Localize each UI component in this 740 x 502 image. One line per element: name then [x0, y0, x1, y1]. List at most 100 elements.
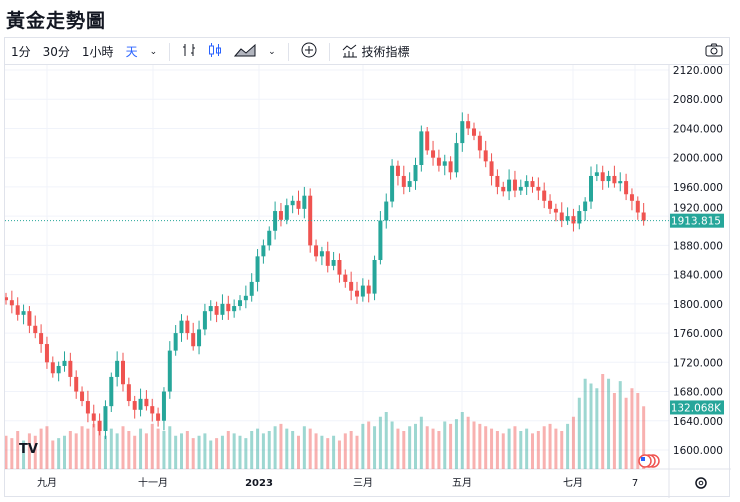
interval-30m[interactable]: 30分 — [42, 45, 70, 59]
volume-bar — [507, 428, 511, 469]
candle — [325, 251, 330, 266]
candle — [243, 295, 248, 301]
chart-type-chevron-down-icon[interactable]: ⌄ — [268, 46, 276, 57]
volume-bar — [577, 397, 581, 469]
gear-icon-center — [698, 480, 704, 486]
volume-bar — [232, 433, 236, 469]
volume-bar — [74, 433, 78, 469]
us-flag-canton — [641, 457, 645, 461]
volume-bar — [220, 435, 224, 469]
volume-bar — [273, 426, 277, 469]
volume-bar — [361, 423, 365, 469]
candle — [56, 365, 61, 374]
price-chart[interactable]: 2120.000 2080.000 2040.000 2000.000 1960.000… — [4, 65, 731, 498]
volume-bar — [215, 438, 219, 469]
candle — [331, 260, 336, 266]
volume-bar — [68, 431, 72, 469]
volume-bar — [267, 431, 271, 469]
volume-bar — [414, 423, 417, 469]
price-tick-label: 1640.000 — [673, 416, 723, 428]
volume-bar — [373, 426, 377, 469]
volume-bar — [156, 428, 160, 469]
gear-icon[interactable] — [695, 477, 707, 489]
volume-bar — [45, 426, 49, 469]
candlestick-icon[interactable] — [202, 42, 228, 61]
volume-bar — [460, 412, 464, 469]
chart-area[interactable]: 2120.000 2080.000 2040.000 2000.000 1960.000… — [4, 64, 731, 498]
candle — [173, 333, 178, 351]
volume-bar — [314, 433, 318, 469]
candle — [530, 181, 535, 187]
volume-bar — [630, 388, 634, 469]
candle — [343, 274, 348, 282]
volume-bar — [139, 428, 143, 469]
candle — [238, 300, 242, 307]
bar-chart-icon[interactable] — [176, 42, 202, 61]
indicators-button[interactable]: 技術指標 — [336, 43, 416, 60]
candle — [454, 143, 459, 173]
candle — [44, 344, 49, 363]
candle — [466, 121, 471, 129]
volume-bar — [449, 423, 453, 469]
volume-bar — [589, 383, 593, 469]
volume-bar — [63, 435, 66, 469]
candle — [4, 297, 8, 301]
price-tick-label: 1720.000 — [673, 357, 723, 369]
volume-bar — [419, 416, 423, 469]
volume-bar — [484, 426, 488, 469]
candle — [618, 181, 623, 184]
interval-dropdown-chevron-down-icon[interactable]: ⌄ — [149, 46, 158, 57]
candle — [156, 413, 161, 421]
candle — [413, 165, 418, 182]
price-tick-label: 2080.000 — [673, 94, 723, 106]
volume-bar — [98, 431, 102, 469]
time-tick-label: 五月 — [452, 477, 472, 489]
volume-bar — [495, 431, 499, 469]
volume-bar — [115, 433, 119, 469]
candle — [594, 172, 599, 176]
volume-bar — [425, 426, 429, 469]
time-tick-label: 七月 — [563, 477, 583, 489]
candle — [103, 406, 108, 431]
volume-bar — [22, 440, 26, 469]
candle — [97, 420, 102, 431]
indicators-icon — [342, 44, 357, 58]
candle — [80, 391, 85, 402]
candle — [553, 208, 558, 213]
candle — [589, 175, 593, 202]
volume-bar — [10, 438, 14, 469]
indicators-label: 技術指標 — [361, 45, 410, 59]
candle — [226, 303, 231, 312]
volume-bar — [624, 397, 628, 469]
area-chart-icon[interactable] — [228, 43, 262, 60]
time-tick-label: 十一月 — [138, 476, 168, 489]
interval-1h[interactable]: 1小時 — [81, 45, 114, 59]
candle — [384, 201, 389, 221]
plus-circle-icon[interactable] — [295, 42, 323, 61]
volume-bar — [454, 419, 458, 469]
volume-bar — [16, 431, 20, 469]
volume-bar — [402, 431, 406, 469]
camera-icon[interactable] — [699, 43, 729, 60]
candle — [460, 121, 465, 144]
candle — [214, 306, 219, 315]
volume-bar — [408, 426, 412, 469]
candle — [407, 181, 412, 187]
volume-bar — [595, 388, 599, 469]
volume-bar — [618, 381, 622, 469]
divider — [169, 42, 171, 61]
candle — [290, 200, 295, 206]
divider — [287, 42, 289, 61]
candle — [571, 216, 576, 224]
candle — [477, 135, 482, 151]
volume-bar — [291, 431, 295, 469]
interval-1m[interactable]: 1分 — [11, 45, 31, 59]
volume-bar — [168, 426, 172, 469]
candle — [15, 305, 20, 315]
candle — [278, 211, 283, 220]
candle — [261, 245, 266, 257]
interval-1d[interactable]: 天 — [125, 45, 138, 59]
candle — [208, 306, 213, 312]
candle — [612, 175, 617, 184]
candle — [507, 179, 512, 192]
